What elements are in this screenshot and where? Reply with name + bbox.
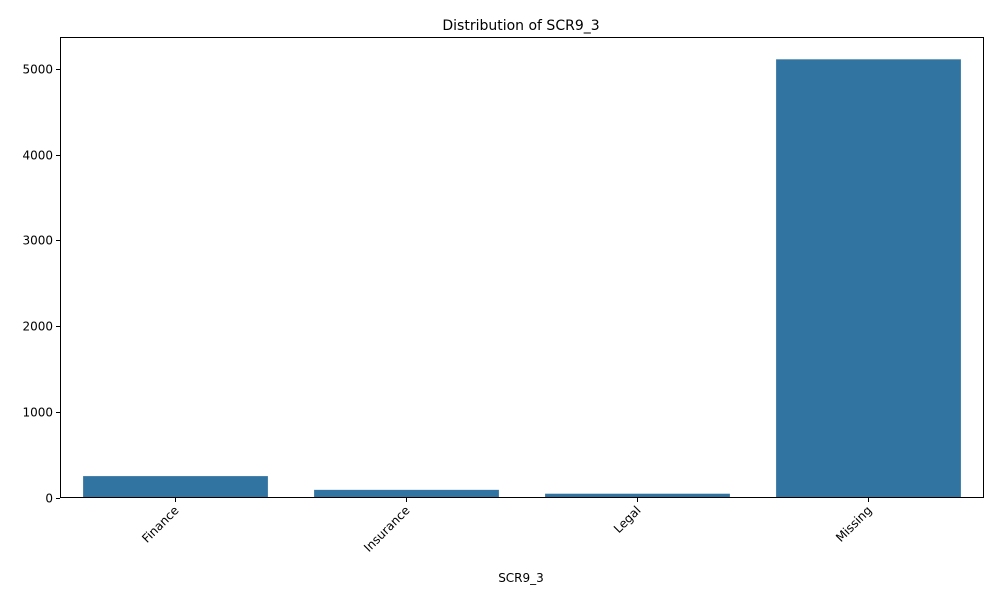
plot-frame	[60, 37, 984, 498]
y-axis: 0 1000 2000 3000 4000 5000	[22, 63, 60, 506]
bars	[83, 59, 961, 498]
y-tick-label: 5000	[22, 63, 53, 77]
y-tick-label: 0	[45, 492, 53, 506]
x-axis-label: SCR9_3	[498, 571, 544, 585]
y-tick-label: 3000	[22, 234, 53, 248]
bar-missing	[776, 59, 961, 498]
y-tick-label: 2000	[22, 320, 53, 334]
bar-legal	[545, 493, 730, 498]
x-tick-label: Legal	[611, 503, 644, 536]
bar-insurance	[314, 489, 499, 498]
x-axis: Finance Insurance Legal Missing	[139, 498, 875, 555]
chart-title: Distribution of SCR9_3	[442, 18, 599, 34]
x-tick-label: Finance	[139, 503, 181, 545]
y-tick-label: 4000	[22, 149, 53, 163]
x-tick-label: Missing	[833, 503, 875, 545]
bar-finance	[83, 476, 268, 498]
y-tick-label: 1000	[22, 406, 53, 420]
x-tick-label: Insurance	[361, 503, 413, 555]
